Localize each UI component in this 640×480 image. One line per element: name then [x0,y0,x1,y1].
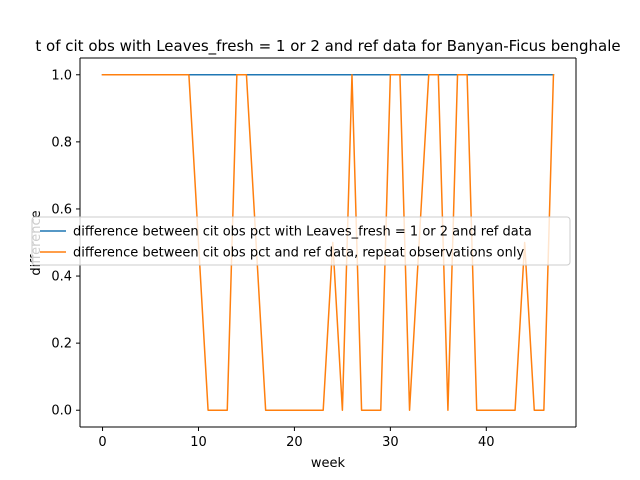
x-axis-label: week [311,456,346,471]
legend-label-1: difference between cit obs pct with Leav… [73,225,532,240]
legend-items: difference between cit obs pct with Leav… [40,225,532,261]
x-tick-label: 40 [478,435,495,450]
y-tick-label: 0.6 [51,202,72,217]
x-tick-label: 30 [382,435,399,450]
x-tick-label: 10 [190,435,207,450]
legend-label-2: difference between cit obs pct and ref d… [73,246,524,261]
y-tick-label: 0.2 [51,337,72,352]
chart-title: t of cit obs with Leaves_fresh = 1 or 2 … [35,37,620,56]
legend: difference between cit obs pct with Leav… [31,216,571,266]
series-line-2 [101,73,555,411]
y-tick-label: 0.0 [51,404,72,419]
y-tick-label: 0.8 [51,135,72,150]
x-tick-label: 20 [286,435,303,450]
y-axis-ticks: 0.0 0.2 0.4 0.6 0.8 1.0 [51,68,80,419]
x-axis-ticks: 0 10 20 30 40 [98,427,495,450]
legend-box [31,216,571,266]
x-tick-label: 0 [98,435,106,450]
y-tick-label: 1.0 [51,68,72,83]
series-layer [101,73,555,411]
y-tick-label: 0.4 [51,270,72,285]
